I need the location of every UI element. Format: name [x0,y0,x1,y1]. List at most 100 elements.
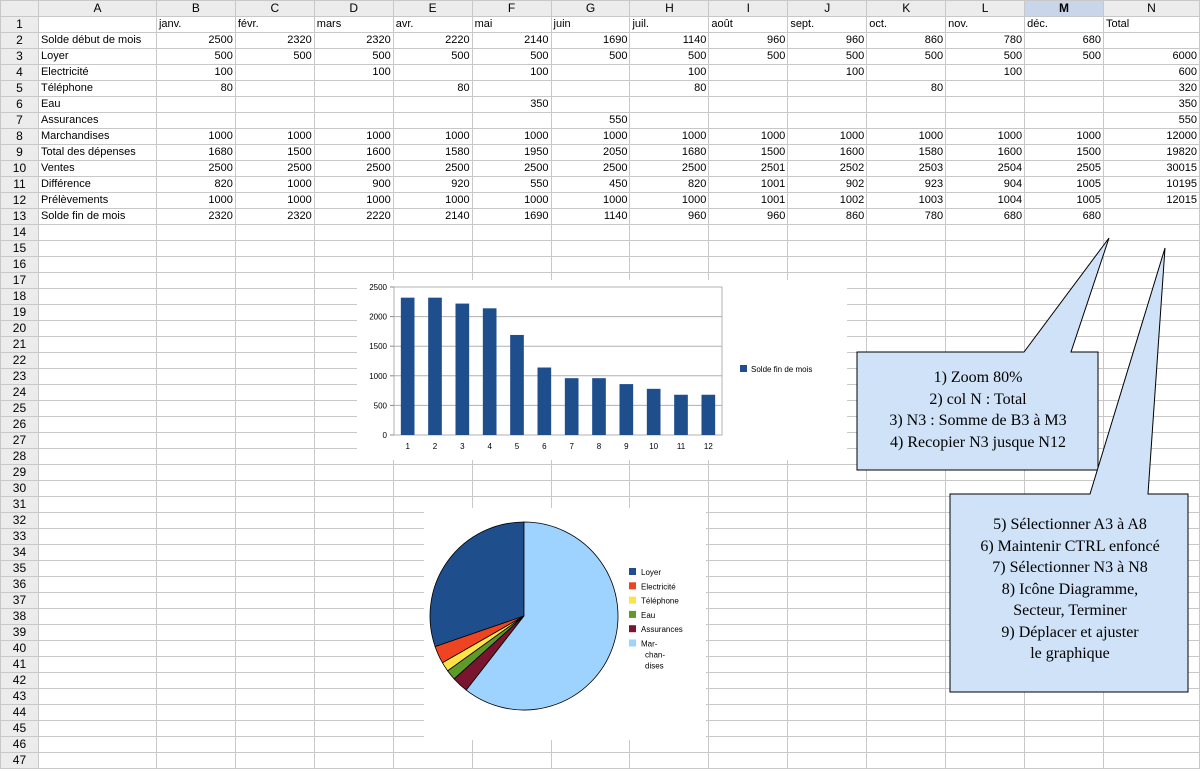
cell-e2[interactable]: 2220 [392,32,473,49]
cell-a3[interactable]: Loyer [37,48,157,65]
cell-d46[interactable] [313,736,394,753]
cell-b15[interactable] [155,240,236,257]
cell-d32[interactable] [313,512,394,529]
cell-m1[interactable]: déc. [1024,16,1104,33]
row-header-38[interactable]: 38 [0,608,39,625]
cell-c18[interactable] [234,288,315,305]
cell-h6[interactable] [629,96,710,113]
cell-a28[interactable] [37,448,157,465]
bar[interactable] [646,388,661,435]
cell-d33[interactable] [313,528,394,545]
cell-e12[interactable]: 1000 [392,192,473,209]
cell-b40[interactable] [155,640,236,657]
cell-f3[interactable]: 500 [471,48,552,65]
cell-e13[interactable]: 2140 [392,208,473,225]
cell-a36[interactable] [37,576,157,593]
cell-c25[interactable] [234,400,315,417]
cell-m10[interactable]: 2505 [1024,160,1104,177]
cell-c36[interactable] [234,576,315,593]
cell-l44[interactable] [945,704,1026,721]
cell-a5[interactable]: Téléphone [37,80,157,97]
cell-f16[interactable] [471,256,552,273]
cell-c6[interactable] [234,96,315,113]
row-header-24[interactable]: 24 [0,384,39,401]
cell-h12[interactable]: 1000 [629,192,710,209]
cell-a15[interactable] [37,240,157,257]
cell-f12[interactable]: 1000 [471,192,552,209]
cell-a40[interactable] [37,640,157,657]
row-header-3[interactable]: 3 [0,48,39,65]
cell-c2[interactable]: 2320 [234,32,315,49]
cell-f2[interactable]: 2140 [471,32,552,49]
cell-d3[interactable]: 500 [313,48,394,65]
row-header-27[interactable]: 27 [0,432,39,449]
cell-n12[interactable]: 12015 [1103,192,1200,209]
cell-c1[interactable]: févr. [234,16,315,33]
cell-d30[interactable] [313,480,394,497]
column-header-a[interactable]: A [37,0,157,17]
cell-b9[interactable]: 1680 [155,144,236,161]
cell-a43[interactable] [37,688,157,705]
cell-c46[interactable] [234,736,315,753]
cell-d38[interactable] [313,608,394,625]
bar[interactable] [564,378,579,435]
cell-c21[interactable] [234,336,315,353]
cell-a21[interactable] [37,336,157,353]
cell-b21[interactable] [155,336,236,353]
cell-l6[interactable] [945,96,1026,113]
cell-f6[interactable]: 350 [471,96,552,113]
row-header-45[interactable]: 45 [0,720,39,737]
cell-i36[interactable] [708,576,789,593]
row-header-33[interactable]: 33 [0,528,39,545]
cell-i9[interactable]: 1500 [708,144,789,161]
cell-l13[interactable]: 680 [945,208,1026,225]
row-header-16[interactable]: 16 [0,256,39,273]
cell-g30[interactable] [550,480,631,497]
cell-f47[interactable] [471,752,552,769]
cell-c30[interactable] [234,480,315,497]
cell-a39[interactable] [37,624,157,641]
bar[interactable] [400,297,415,435]
column-header-f[interactable]: F [471,0,552,17]
cell-b30[interactable] [155,480,236,497]
cell-b43[interactable] [155,688,236,705]
cell-d42[interactable] [313,672,394,689]
row-header-10[interactable]: 10 [0,160,39,177]
pie-slice[interactable] [429,521,525,648]
cell-l7[interactable] [945,112,1026,129]
cell-f30[interactable] [471,480,552,497]
cell-a4[interactable]: Electricité [37,64,157,81]
cell-b18[interactable] [155,288,236,305]
row-header-47[interactable]: 47 [0,752,39,769]
cell-f5[interactable] [471,80,552,97]
row-header-37[interactable]: 37 [0,592,39,609]
column-header-i[interactable]: I [708,0,789,17]
cell-a20[interactable] [37,320,157,337]
cell-i37[interactable] [708,592,789,609]
cell-g3[interactable]: 500 [550,48,631,65]
cell-e30[interactable] [392,480,473,497]
cell-b25[interactable] [155,400,236,417]
cell-c15[interactable] [234,240,315,257]
cell-m12[interactable]: 1005 [1024,192,1104,209]
cell-n8[interactable]: 12000 [1103,128,1200,145]
cell-e1[interactable]: avr. [392,16,473,33]
cell-i4[interactable] [708,64,789,81]
cell-n6[interactable]: 350 [1103,96,1200,113]
bar[interactable] [592,378,606,435]
cell-j47[interactable] [787,752,868,769]
cell-c28[interactable] [234,448,315,465]
row-header-7[interactable]: 7 [0,112,39,129]
cell-c23[interactable] [234,368,315,385]
cell-l47[interactable] [945,752,1026,769]
cell-i32[interactable] [708,512,789,529]
cell-k44[interactable] [866,704,947,721]
cell-c33[interactable] [234,528,315,545]
row-header-43[interactable]: 43 [0,688,39,705]
cell-c38[interactable] [234,608,315,625]
row-header-41[interactable]: 41 [0,656,39,673]
cell-a37[interactable] [37,592,157,609]
cell-a7[interactable]: Assurances [37,112,157,129]
column-header-m[interactable]: M [1024,0,1104,17]
cell-c8[interactable]: 1000 [234,128,315,145]
